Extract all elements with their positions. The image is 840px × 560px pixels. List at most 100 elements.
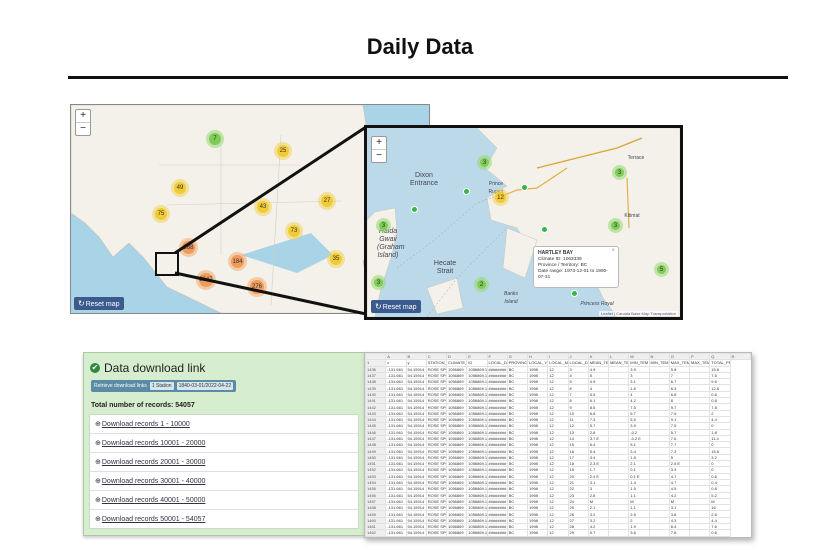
- table-cell[interactable]: BC: [506, 529, 529, 537]
- table-cell[interactable]: 9.6: [709, 378, 731, 386]
- table-cell[interactable]: ROSE SPIT: [425, 390, 448, 399]
- table-cell[interactable]: 54.15914: [405, 485, 427, 493]
- map-cluster[interactable]: 25: [277, 145, 289, 157]
- table-cell[interactable]: 2: [709, 409, 731, 417]
- table-cell[interactable]: -131.661: [385, 390, 407, 399]
- row-number[interactable]: 1462: [365, 529, 387, 537]
- map-cluster[interactable]: 3: [480, 158, 489, 167]
- map-cluster[interactable]: 49: [174, 182, 186, 194]
- zoom-out-button[interactable]: −: [376, 150, 382, 161]
- table-cell[interactable]: 1056869.1: [466, 415, 488, 424]
- table-cell[interactable]: -131.661: [385, 460, 407, 468]
- table-cell[interactable]: ########: [486, 522, 508, 531]
- table-cell[interactable]: 1056869: [445, 497, 468, 506]
- table-cell[interactable]: ########: [486, 378, 508, 386]
- station-marker[interactable]: [521, 184, 528, 191]
- table-cell[interactable]: Q: [709, 353, 731, 361]
- table-cell[interactable]: 1056869: [445, 460, 468, 468]
- map-cluster[interactable]: 5: [657, 265, 666, 274]
- table-cell[interactable]: MAX_TEM: [688, 359, 711, 367]
- table-cell[interactable]: 0.8: [709, 397, 731, 405]
- table-cell[interactable]: ########: [486, 504, 508, 512]
- table-cell[interactable]: -131.661: [385, 378, 407, 386]
- table-cell[interactable]: MIN_TEM: [628, 359, 650, 367]
- table-cell[interactable]: ########: [486, 491, 508, 499]
- table-cell[interactable]: -131.661: [385, 516, 407, 525]
- table-cell[interactable]: 1056869.1: [466, 516, 488, 525]
- table-cell[interactable]: 1056869.1: [466, 529, 488, 537]
- table-cell[interactable]: 54.15914: [405, 453, 427, 462]
- table-cell[interactable]: 0: [709, 460, 731, 468]
- table-cell[interactable]: 16: [709, 504, 731, 512]
- table-cell[interactable]: 1056869: [445, 472, 468, 480]
- reset-map-button[interactable]: ↻Reset map: [74, 297, 124, 310]
- table-cell[interactable]: 1056869: [445, 529, 468, 537]
- table-cell[interactable]: ROSE SPIT: [425, 460, 448, 468]
- table-cell[interactable]: ########: [486, 384, 508, 392]
- map-cluster[interactable]: 43: [257, 201, 269, 213]
- table-cell[interactable]: ########: [486, 472, 508, 480]
- table-cell[interactable]: 15.6: [709, 447, 731, 455]
- table-cell[interactable]: LOCAL_DA: [567, 359, 589, 367]
- table-cell[interactable]: -131.661: [385, 510, 407, 518]
- table-cell[interactable]: 1056869.1: [466, 397, 488, 405]
- table-cell[interactable]: 54.15914: [405, 491, 427, 499]
- table-cell[interactable]: 1056869.1: [466, 466, 488, 474]
- table-cell[interactable]: 54.15914: [405, 447, 427, 455]
- spreadsheet-preview[interactable]: ABCDEFGHIJKLMNOPQR1xySTATION_CLIMATE_IDI…: [364, 352, 752, 538]
- zoom-in-button[interactable]: +: [76, 110, 90, 123]
- table-cell[interactable]: 1056869.1: [466, 491, 488, 499]
- table-cell[interactable]: -131.661: [385, 497, 407, 506]
- table-cell[interactable]: 1.8: [709, 428, 731, 436]
- table-cell[interactable]: 1056869: [445, 365, 468, 373]
- map-cluster[interactable]: 12: [495, 192, 506, 203]
- table-cell[interactable]: 1056869.1: [466, 371, 488, 380]
- table-cell[interactable]: 54.15914: [405, 497, 427, 506]
- table-cell[interactable]: -131.661: [385, 504, 407, 512]
- download-link[interactable]: ⊕ Download records 1 - 10000: [90, 415, 358, 434]
- table-cell[interactable]: STATION_: [425, 359, 448, 367]
- table-cell[interactable]: 1056869.1: [466, 478, 488, 487]
- table-cell[interactable]: 1056869.1: [466, 428, 488, 436]
- table-cell[interactable]: 1056869.1: [466, 522, 488, 531]
- table-cell[interactable]: ROSE SPIT: [425, 504, 448, 512]
- table-cell[interactable]: ########: [486, 447, 508, 455]
- table-cell[interactable]: ########: [486, 390, 508, 399]
- table-cell[interactable]: ########: [486, 478, 508, 487]
- table-cell[interactable]: -131.661: [385, 466, 407, 474]
- table-cell[interactable]: ROSE SPIT: [425, 478, 448, 487]
- table-cell[interactable]: 54.15914: [405, 415, 427, 424]
- map-cluster[interactable]: 73: [288, 225, 300, 237]
- table-cell[interactable]: -131.661: [385, 422, 407, 430]
- table-cell[interactable]: 1056869.1: [466, 460, 488, 468]
- table-cell[interactable]: 1056869: [445, 428, 468, 436]
- table-cell[interactable]: 1056869: [445, 491, 468, 499]
- table-cell[interactable]: 54.15914: [405, 522, 427, 531]
- table-cell[interactable]: [607, 529, 630, 537]
- table-cell[interactable]: ROSE SPIT: [425, 497, 448, 506]
- table-cell[interactable]: ROSE SPIT: [425, 378, 448, 386]
- table-cell[interactable]: 12.6: [709, 384, 731, 392]
- table-cell[interactable]: -131.661: [385, 397, 407, 405]
- table-cell[interactable]: 15.8: [709, 365, 731, 373]
- close-icon[interactable]: ×: [611, 248, 615, 254]
- station-marker[interactable]: [571, 290, 578, 297]
- table-cell[interactable]: ROSE SPIT: [425, 485, 448, 493]
- table-cell[interactable]: 54.15914: [405, 409, 427, 417]
- table-cell[interactable]: 0.4: [709, 478, 731, 487]
- map-cluster[interactable]: 75: [155, 208, 167, 220]
- table-cell[interactable]: 54.15914: [405, 371, 427, 380]
- table-cell[interactable]: 1056869: [445, 397, 468, 405]
- table-cell[interactable]: ########: [486, 409, 508, 417]
- table-cell[interactable]: -131.661: [385, 409, 407, 417]
- table-cell[interactable]: 54.15914: [405, 472, 427, 480]
- table-cell[interactable]: 1056869.1: [466, 441, 488, 449]
- table-cell[interactable]: ########: [486, 510, 508, 518]
- table-cell[interactable]: -131.661: [385, 384, 407, 392]
- table-cell[interactable]: [648, 529, 670, 537]
- table-cell[interactable]: ROSE SPIT: [425, 510, 448, 518]
- table-cell[interactable]: ROSE SPIT: [425, 529, 448, 537]
- table-cell[interactable]: ########: [486, 516, 508, 525]
- table-cell[interactable]: ROSE SPIT: [425, 434, 448, 443]
- station-marker[interactable]: [411, 206, 418, 213]
